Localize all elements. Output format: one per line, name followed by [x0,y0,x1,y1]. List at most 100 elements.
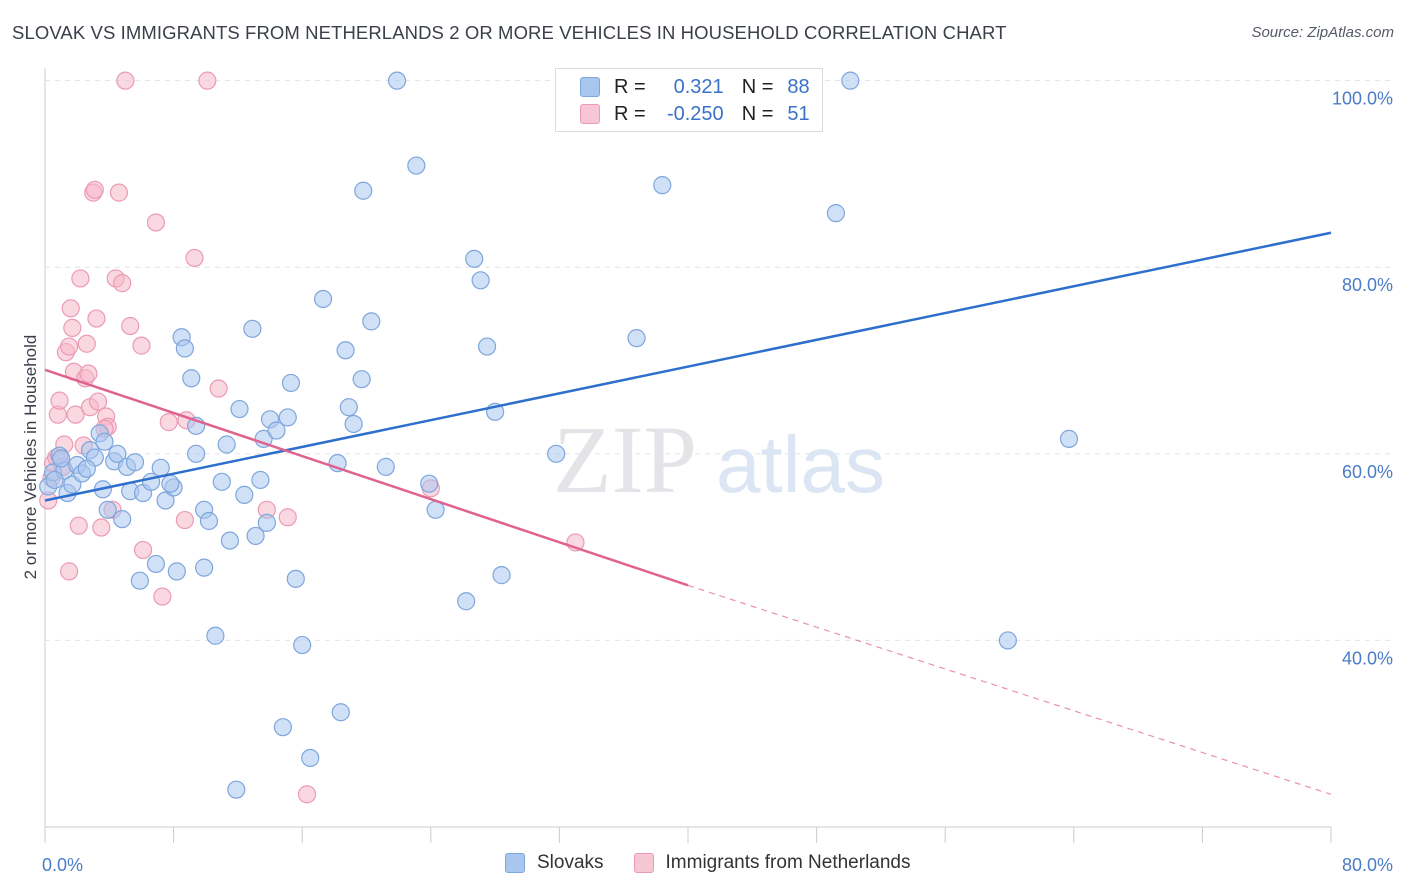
point-slovaks [51,449,71,468]
legend-swatch-pink [633,853,654,873]
point-slovaks [125,453,145,472]
legend-row-netherlands: R = -0.250 N = 51 [580,101,810,127]
point-netherlands [92,518,111,537]
point-slovaks [293,635,312,655]
legend-swatch-pink [580,104,600,124]
legend-n-label: N = [741,102,774,125]
point-slovaks [220,531,239,550]
point-slovaks [1059,429,1079,449]
legend-r-value: 0.321 [673,75,724,98]
legend-item-netherlands[interactable]: Immigrants from Netherlands [633,852,911,874]
y-axis-title: 2 or more Vehicles in Household [21,335,40,580]
point-slovaks [281,373,301,393]
point-slovaks [267,421,286,440]
point-netherlands [69,516,88,535]
point-slovaks [653,176,672,195]
point-netherlands [185,248,204,268]
point-slovaks [376,457,395,476]
legend-n-label: N = [741,75,774,98]
legend-item-slovaks[interactable]: Slovaks [505,852,604,874]
point-netherlands [79,364,98,383]
point-netherlands [133,540,153,560]
point-netherlands [66,405,85,424]
point-slovaks [471,271,490,290]
point-netherlands [278,508,297,527]
point-netherlands [85,180,104,199]
y-tick-label: 60.0% [1342,462,1393,482]
point-slovaks [130,571,149,590]
legend-n-value: 88 [787,75,810,98]
y-tick-label: 40.0% [1342,648,1393,668]
point-slovaks [627,329,646,348]
point-slovaks [206,626,225,645]
point-slovaks [113,510,132,529]
point-slovaks [77,459,96,478]
point-netherlands [63,318,82,337]
point-netherlands [88,392,108,411]
point-netherlands [109,183,129,202]
correlation-legend: R = 0.321 N = 88 R = -0.250 N = 51 [555,68,823,132]
point-slovaks [98,500,117,519]
point-slovaks [420,474,439,493]
point-netherlands [116,71,135,90]
point-slovaks [339,398,358,417]
watermark: ZIP atlas [553,406,885,513]
trend-line-slovaks [44,231,1332,502]
point-slovaks [161,474,180,493]
point-slovaks [362,312,381,331]
legend-r-label: R = [614,102,646,125]
trend-line-netherlands [44,368,689,587]
point-slovaks [826,204,845,223]
point-slovaks [278,408,297,427]
watermark-atlas: atlas [716,420,885,509]
point-netherlands [132,336,151,355]
point-slovaks [95,432,114,451]
x-tick-label: 0.0% [42,855,83,875]
chart-title: SLOVAK VS IMMIGRANTS FROM NETHERLANDS 2 … [12,22,1007,43]
point-slovaks [407,156,426,175]
point-slovaks [344,414,363,434]
point-slovaks [195,558,214,577]
point-netherlands [209,379,228,398]
series-slovaks [39,71,1079,799]
source-label: Source: ZipAtlas.com [1251,24,1394,41]
point-slovaks [331,703,350,722]
point-slovaks [151,458,170,477]
trend-lines [44,231,1332,795]
point-slovaks [273,718,293,737]
y-tick-label: 100.0% [1332,89,1393,109]
point-slovaks [246,526,265,546]
point-slovaks [235,485,254,504]
point-netherlands [87,309,106,328]
trend-line-netherlands-extension [687,584,1332,795]
point-netherlands [77,334,96,353]
point-netherlands [146,213,166,232]
point-slovaks [230,399,249,419]
series-immigrants-netherlands [39,71,585,804]
point-slovaks [547,444,566,463]
point-slovaks [286,569,305,588]
point-netherlands [61,299,80,318]
point-slovaks [313,289,333,309]
point-netherlands [71,269,90,288]
legend-label-netherlands: Immigrants from Netherlands [665,852,911,873]
point-slovaks [257,513,276,532]
point-netherlands [60,337,79,356]
legend-label-slovaks: Slovaks [537,852,604,873]
point-slovaks [354,181,373,200]
point-netherlands [113,274,132,293]
legend-swatch-blue [505,853,525,873]
point-netherlands [50,391,69,410]
point-slovaks [465,249,484,268]
point-slovaks [175,339,194,358]
point-slovaks [45,470,64,490]
watermark-zip: ZIP [553,406,697,513]
y-tick-label: 80.0% [1342,275,1393,295]
tick-labels: 40.0% 60.0% 80.0% 100.0% 0.0% 80.0% [42,89,1393,875]
point-slovaks [492,566,511,585]
point-slovaks [254,429,273,449]
point-netherlands [60,562,79,581]
point-slovaks [212,472,231,491]
point-slovaks [199,511,219,531]
